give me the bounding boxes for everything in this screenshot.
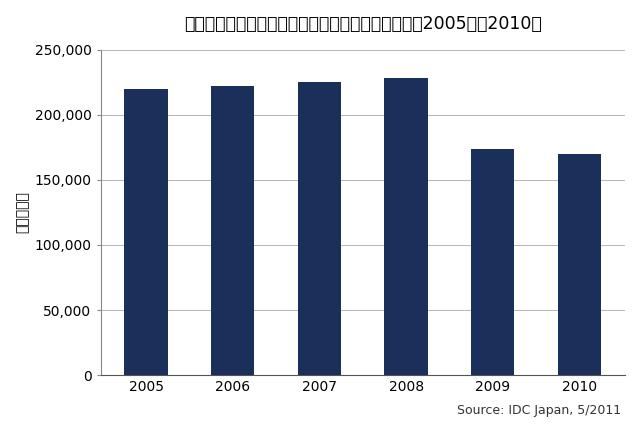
- Text: Source: IDC Japan, 5/2011: Source: IDC Japan, 5/2011: [457, 404, 621, 417]
- Bar: [298, 82, 341, 375]
- Bar: [385, 78, 428, 375]
- Bar: [211, 86, 255, 375]
- Y-axis label: （百万円）: （百万円）: [15, 191, 29, 233]
- Bar: [471, 149, 515, 375]
- Title: 国内外付型ディスクストレージシステム売上推移、2005年～2010年: 国内外付型ディスクストレージシステム売上推移、2005年～2010年: [184, 15, 541, 33]
- Bar: [558, 154, 601, 375]
- Bar: [124, 89, 168, 375]
